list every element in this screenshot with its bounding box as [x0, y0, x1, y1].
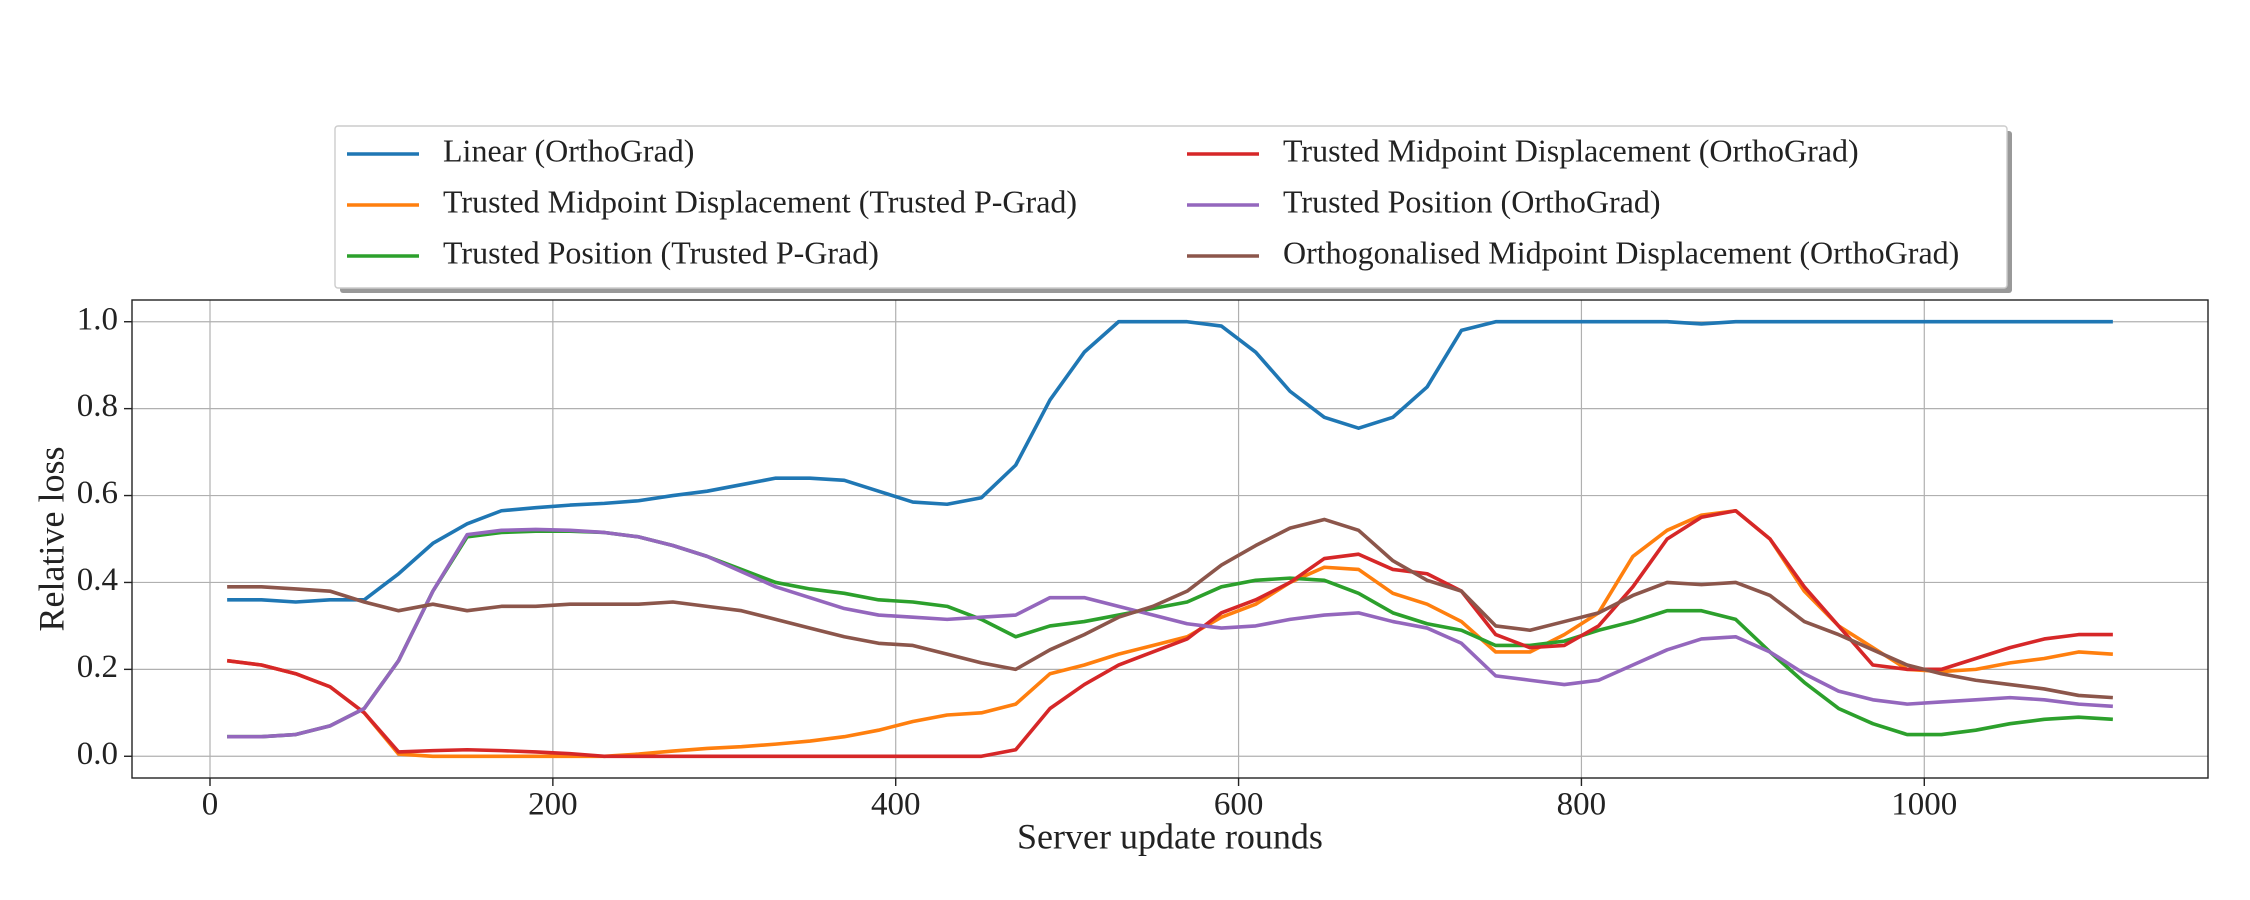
plot-frame: [131, 299, 2209, 779]
x-tick-label: 0: [202, 787, 219, 823]
x-tick-label: 1000: [1891, 787, 1957, 823]
data-line: [226, 508, 2113, 759]
x-axis-label: Server update rounds: [1017, 816, 1323, 856]
y-tick-label: 0.2: [77, 649, 118, 685]
legend-label: Trusted Midpoint Displacement (OrthoGrad…: [1283, 132, 1859, 168]
y-tick-label: 1.0: [77, 301, 118, 337]
data-line: [227, 527, 2113, 739]
x-tick-label: 800: [1557, 787, 1607, 823]
x-tick-label: 400: [871, 787, 921, 823]
y-tick-label: 0.6: [77, 475, 118, 511]
data-line: [226, 508, 2113, 759]
y-tick-label: 0.8: [77, 388, 118, 424]
y-axis-label: Relative loss: [31, 447, 71, 632]
data-line: [227, 517, 2113, 700]
legend-label: Orthogonalised Midpoint Displacement (Or…: [1283, 234, 1959, 270]
data-line: [227, 319, 2113, 604]
data-line: [227, 529, 2113, 739]
legend-label: Trusted Position (OrthoGrad): [1283, 183, 1660, 219]
y-tick-label: 0.4: [77, 562, 118, 598]
legend-label: Trusted Position (Trusted P-Grad): [443, 234, 879, 270]
x-tick-label: 200: [528, 787, 578, 823]
x-tick-label: 600: [1214, 787, 1264, 823]
legend-label: Trusted Midpoint Displacement (Trusted P…: [443, 183, 1077, 219]
legend-label: Linear (OrthoGrad): [443, 132, 694, 168]
legend-box: [334, 125, 2008, 289]
y-tick-label: 0.0: [77, 736, 118, 772]
